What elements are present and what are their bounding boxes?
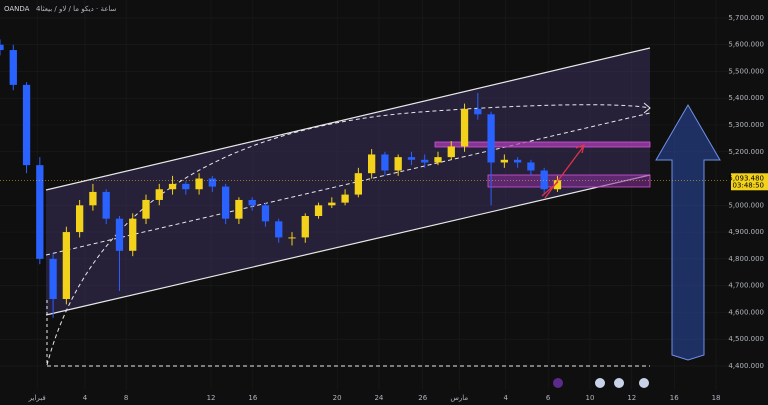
candle-body [341, 194, 349, 203]
resistance-zone [434, 141, 651, 148]
y-tick-label: 5,300.000 [728, 121, 764, 129]
candle-body [208, 178, 217, 187]
candle-body [328, 202, 336, 206]
curve [46, 104, 651, 366]
candle-body [9, 50, 17, 85]
y-tick-label: 4,600.000 [728, 308, 764, 316]
y-tick-label: 4,500.000 [728, 335, 764, 343]
candle-body [288, 237, 296, 239]
target-arrow-head [575, 143, 585, 154]
event-icon[interactable] [553, 378, 563, 388]
x-tick-label: 12 [207, 394, 216, 402]
candle-body [0, 44, 4, 51]
candle-body [115, 218, 124, 251]
candle-body [62, 232, 71, 299]
candle-body [394, 157, 402, 171]
y-tick-label: 4,800.000 [728, 255, 764, 263]
candle-body [221, 186, 230, 219]
x-tick-label: 8 [124, 394, 128, 402]
candle-body [261, 205, 270, 222]
candle-body [553, 180, 562, 190]
candle-body [447, 146, 455, 158]
y-tick-label: 4,400.000 [728, 362, 764, 370]
y-tick-label: 4,900.000 [728, 228, 764, 236]
y-axis-panel [730, 0, 768, 390]
event-icon[interactable] [595, 378, 605, 388]
channel-fill [46, 48, 650, 315]
candle-body [22, 84, 31, 166]
candle-body [421, 159, 429, 163]
x-tick-label: 16 [248, 394, 257, 402]
small-arrow [541, 181, 559, 197]
candle-body [155, 189, 163, 200]
y-tick-label: 5,200.000 [728, 148, 764, 156]
x-tick-label: 4 [503, 394, 508, 402]
candle-body [434, 157, 442, 163]
target-arrow [544, 146, 584, 199]
candle-body [381, 154, 389, 171]
x-tick-label: 6 [546, 394, 551, 402]
candle-body [102, 191, 110, 219]
candle-body [36, 165, 44, 259]
big-arrow [655, 104, 721, 361]
x-tick-label: 20 [333, 394, 342, 402]
x-tick-label: 16 [670, 394, 679, 402]
candle-body [487, 114, 495, 163]
curve-head [643, 102, 651, 114]
candle-body [168, 183, 177, 190]
broker: OANDA [4, 5, 30, 13]
candle-body [513, 159, 522, 163]
x-tick-label: مارس [450, 394, 468, 402]
last-price-label: 5,093.480 [728, 174, 764, 182]
candle-body [314, 205, 323, 217]
x-tick-label: 10 [586, 394, 595, 402]
x-tick-label: 24 [374, 394, 383, 402]
candle-body [195, 178, 203, 190]
y-tick-label: 5,600.000 [728, 41, 764, 49]
price-tag [731, 173, 768, 191]
candle-body [367, 154, 376, 174]
candle-body [89, 191, 97, 206]
countdown: 03:48:50 [733, 181, 764, 189]
candles [0, 39, 562, 318]
candle-body [460, 108, 469, 147]
candle-body [301, 216, 309, 238]
support-zone [487, 174, 651, 188]
candle-body [182, 183, 190, 190]
candle-body [527, 162, 535, 171]
candle-body [129, 218, 137, 251]
x-tick-label: 4 [83, 394, 88, 402]
y-tick-label: 5,700.000 [728, 14, 764, 22]
y-tick-label: 5,400.000 [728, 94, 764, 102]
candle-body [500, 159, 509, 163]
channel-upper [45, 47, 651, 191]
y-tick-label: 5,000.000 [728, 201, 764, 209]
candle-body [275, 221, 283, 238]
candle-body [407, 157, 416, 160]
event-icon[interactable] [639, 378, 649, 388]
candle-body [75, 205, 84, 233]
candle-body [248, 199, 256, 206]
symbol: 4ساعة · ديكو ما / لاو / بيعثا [36, 5, 117, 13]
event-icon[interactable] [614, 378, 624, 388]
x-tick-label: 26 [418, 394, 427, 402]
candle-body [540, 170, 548, 190]
x-tick-label: فبراير [28, 394, 46, 402]
channel-mid [45, 112, 651, 256]
candle-body [235, 199, 243, 219]
channel-lower [45, 174, 651, 316]
y-tick-label: 4,700.000 [728, 282, 764, 290]
candle-body [354, 173, 363, 195]
candle-body [474, 108, 482, 115]
candle-body [142, 199, 150, 219]
y-tick-label: 5,500.000 [728, 67, 764, 75]
x-tick-label: 12 [627, 394, 636, 402]
candle-body [49, 258, 57, 299]
x-tick-label: 18 [712, 394, 721, 402]
